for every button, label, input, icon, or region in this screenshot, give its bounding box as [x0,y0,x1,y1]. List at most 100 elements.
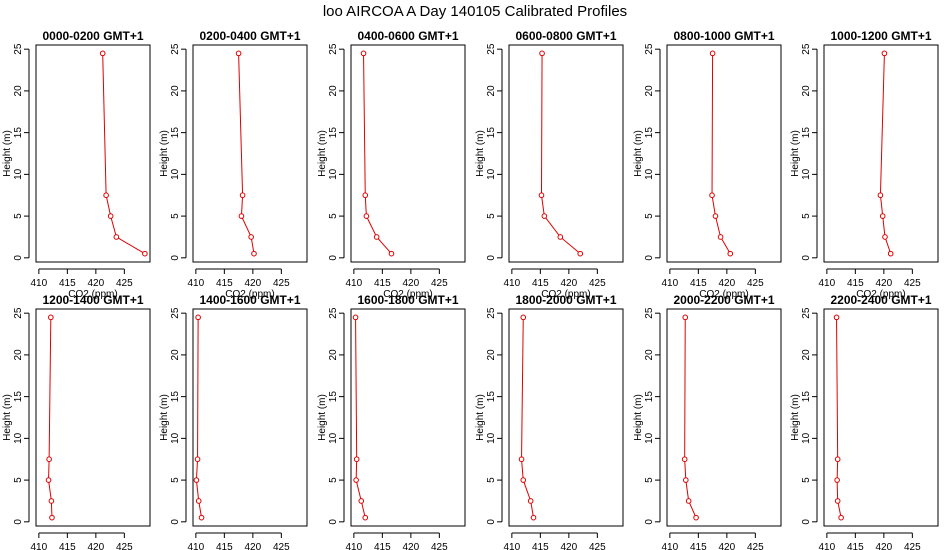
data-point [362,514,369,521]
data-point [103,192,109,199]
x-tick-label: 425 [589,278,606,289]
y-tick-label: 25 [801,43,812,55]
x-tick-label: 410 [819,542,836,550]
profile-line [879,53,892,254]
y-tick-label: 10 [801,168,812,180]
data-point [727,250,734,257]
x-tick-label: 415 [374,542,391,550]
x-tick-label: 410 [346,542,363,550]
profile-line [195,317,203,518]
data-point [577,250,584,257]
data-point [541,213,548,219]
y-tick-label: 10 [486,432,497,444]
y-tick-label: 25 [13,307,24,319]
data-point [363,213,370,219]
x-tick-label: 410 [662,542,679,550]
y-tick-label: 10 [328,432,339,444]
data-point [539,50,545,57]
data-point [193,477,200,483]
profile-line [540,53,581,255]
y-axis-label: Height (m) [475,130,486,177]
y-tick-label: 25 [644,307,655,319]
x-tick-label: 415 [847,278,864,289]
x-tick-label: 425 [904,278,921,289]
y-tick-label: 25 [170,307,181,319]
x-axis-label: CO2 (ppm) [383,289,432,300]
y-tick-label: 20 [486,85,497,97]
data-point [352,314,359,321]
profile-line [48,317,53,518]
x-tick-label: 410 [31,278,48,289]
data-point [530,514,537,521]
y-tick-label: 20 [644,349,655,361]
panel-title: 1600-1800 GMT+1 [357,293,458,307]
panel-title: 0200-0400 GMT+1 [199,29,300,43]
data-point [113,234,120,240]
y-tick-label: 15 [486,127,497,139]
y-tick-label: 15 [644,127,655,139]
data-point [46,456,52,463]
y-tick-label: 0 [13,519,24,525]
y-tick-label: 15 [170,127,181,139]
y-tick-label: 10 [644,168,655,180]
x-tick-label: 415 [690,542,707,550]
profile-line [521,317,535,518]
y-tick-label: 20 [801,349,812,361]
data-point [834,456,841,463]
data-point [198,514,205,521]
plot-frame [823,44,939,263]
y-tick-label: 20 [328,349,339,361]
x-tick-label: 415 [847,542,864,550]
y-tick-label: 10 [13,432,24,444]
y-tick-label: 5 [13,477,24,483]
x-axis-label: CO2 (ppm) [699,289,748,300]
x-axis-label: CO2 (ppm) [541,289,590,300]
y-axis: 0 5 10 15 20 25 Height (m) [633,43,661,261]
data-point [709,192,715,199]
plot-frame [192,44,308,263]
data-point [527,498,534,504]
y-tick-label: 15 [13,391,24,403]
y-tick-label: 5 [13,213,24,219]
y-tick-label: 25 [13,43,24,55]
data-point [682,314,689,321]
y-axis-label: Height (m) [317,130,328,177]
y-axis: 0 5 10 15 20 25 Height (m) [475,307,503,525]
page-title: loo AIRCOA A Day 140105 Calibrated Profi… [323,3,627,20]
y-axis: 0 5 10 15 20 25 Height (m) [2,307,30,525]
panel-title: 2000-2200 GMT+1 [673,293,774,307]
y-tick-label: 25 [486,43,497,55]
y-axis: 0 5 10 15 20 25 Height (m) [633,307,661,525]
x-tick-label: 425 [431,542,448,550]
data-point [388,250,395,257]
data-point [834,498,841,504]
panel-title: 1200-1400 GMT+1 [42,293,143,307]
y-tick-label: 0 [328,255,339,261]
x-tick-label: 410 [819,278,836,289]
plot-frame [35,308,151,527]
plot-frame [666,308,782,527]
data-point [353,477,359,483]
x-tick-label: 410 [31,542,48,550]
data-point [373,234,380,240]
panel-title: 1000-1200 GMT+1 [830,29,931,43]
x-tick-label: 420 [245,278,262,289]
data-point [107,213,114,219]
data-point [362,192,369,199]
y-axis-label: Height (m) [159,394,170,441]
x-tick-label: 415 [216,278,233,289]
x-tick-label: 425 [747,278,764,289]
